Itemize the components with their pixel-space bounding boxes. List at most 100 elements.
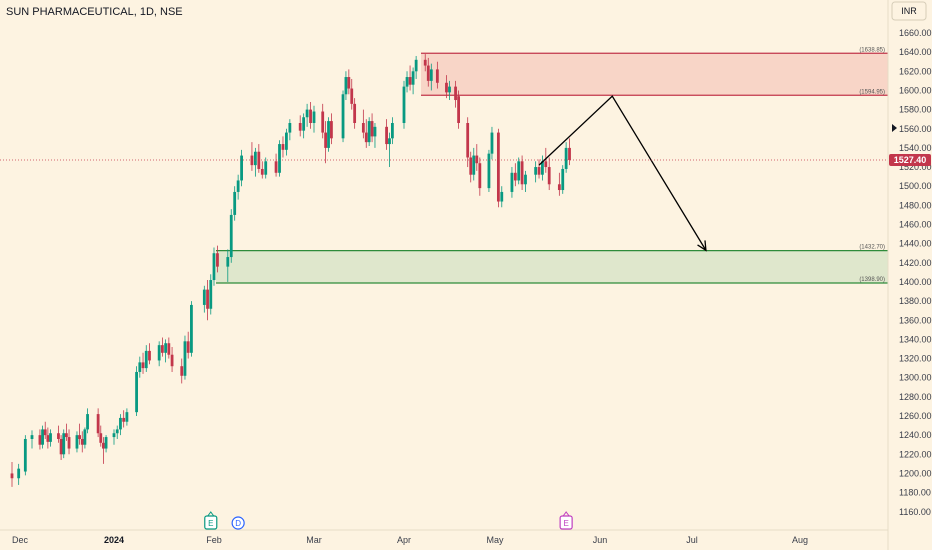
- candle: [167, 337, 171, 359]
- candle-body: [544, 161, 548, 168]
- candle: [104, 435, 108, 453]
- price-scale-marker-icon: [892, 124, 897, 132]
- y-tick-label: 1440.00: [899, 239, 932, 249]
- candle: [414, 55, 418, 79]
- demand-zone-top-label: (1432.70): [859, 245, 885, 251]
- candle-body: [496, 132, 500, 202]
- candle: [10, 461, 14, 487]
- candle-body: [104, 437, 108, 449]
- dividend-event-icon[interactable]: D: [231, 516, 245, 530]
- candle-body: [102, 442, 105, 449]
- candle-body: [350, 88, 354, 104]
- candle: [561, 165, 565, 194]
- candle-body: [367, 121, 371, 143]
- y-tick-label: 1320.00: [899, 354, 932, 364]
- candle: [183, 335, 187, 380]
- candle: [402, 80, 406, 129]
- candle-body: [309, 109, 312, 124]
- candle: [429, 63, 433, 91]
- candle-body: [564, 147, 568, 169]
- price-axis[interactable]: 1160.00 1180.00 1200.00 1220.00 1240.00 1260.…: [899, 28, 932, 517]
- candle: [478, 157, 482, 196]
- candle: [62, 429, 66, 459]
- candle: [454, 80, 457, 108]
- y-tick-label: 1580.00: [899, 105, 932, 115]
- candle-body: [115, 429, 119, 434]
- y-tick-label: 1480.00: [899, 200, 932, 210]
- candle: [67, 429, 71, 455]
- last-price-value: 1527.40: [894, 155, 927, 165]
- candle: [285, 128, 288, 156]
- candle-body: [78, 435, 82, 439]
- candle: [216, 245, 219, 273]
- candle-body: [281, 144, 285, 150]
- candle-body: [537, 167, 541, 175]
- candle-body: [250, 155, 254, 166]
- earnings-event-icon[interactable]: E: [559, 511, 573, 530]
- y-tick-label: 1640.00: [899, 47, 932, 57]
- candle: [487, 149, 491, 192]
- candle: [475, 144, 479, 171]
- x-tick-label: Jul: [686, 535, 698, 545]
- candle-body: [135, 371, 138, 413]
- candles-layer: [10, 54, 571, 487]
- candle: [350, 78, 354, 110]
- candle: [469, 151, 473, 183]
- candle: [490, 126, 494, 160]
- time-axis[interactable]: Dec 2024 Feb Mar Apr May Jun Jul Aug: [12, 535, 808, 545]
- x-tick-label: Aug: [792, 535, 808, 545]
- demand-zone-bottom-label: (1398.90): [859, 277, 885, 283]
- candle-body: [157, 345, 161, 361]
- candle-body: [405, 77, 409, 87]
- candle-body: [38, 435, 42, 445]
- currency-button-frame: [891, 1, 927, 21]
- candle: [75, 431, 79, 453]
- candle-body: [209, 280, 213, 309]
- candle: [288, 119, 292, 141]
- candle: [524, 170, 527, 192]
- candle-body: [557, 184, 561, 191]
- candle-body: [278, 144, 281, 173]
- candle: [49, 429, 52, 447]
- candle-body: [448, 86, 451, 93]
- candle-body: [321, 111, 325, 133]
- candle: [364, 119, 368, 148]
- candle-body: [487, 153, 491, 189]
- candle: [281, 136, 285, 158]
- candle-body: [240, 155, 243, 181]
- y-tick-label: 1600.00: [899, 85, 932, 95]
- candle: [170, 347, 174, 372]
- y-tick-label: 1200.00: [899, 468, 932, 478]
- candle: [534, 161, 538, 183]
- candle: [321, 103, 325, 139]
- candle: [190, 301, 193, 357]
- candle: [544, 147, 548, 173]
- projection-layer: [538, 95, 707, 252]
- candle-body: [99, 433, 103, 443]
- candle: [537, 159, 541, 179]
- event-marker-shape: [559, 515, 573, 530]
- chart-title: SUN PHARMACEUTICAL, 1D, NSE: [6, 6, 183, 18]
- x-tick-label: Feb: [206, 535, 222, 545]
- candle-body: [216, 253, 219, 267]
- earnings-event-icon[interactable]: E: [204, 511, 218, 530]
- currency-button[interactable]: INR: [891, 1, 927, 21]
- candle-body: [347, 77, 351, 89]
- candle: [212, 247, 216, 286]
- candle: [206, 280, 209, 321]
- candle-body: [327, 121, 330, 148]
- candle-body: [62, 433, 66, 455]
- candle-body: [67, 437, 71, 449]
- candle: [547, 157, 551, 191]
- candle-body: [119, 417, 122, 430]
- candle-body: [364, 132, 368, 143]
- candle-body: [373, 126, 377, 137]
- candle-body: [390, 123, 394, 139]
- y-tick-label: 1460.00: [899, 220, 932, 230]
- candle-body: [257, 151, 261, 169]
- candle: [144, 345, 148, 372]
- supply-zone-top-label: (1638.85): [859, 47, 885, 53]
- event-marker-label: E: [563, 519, 568, 528]
